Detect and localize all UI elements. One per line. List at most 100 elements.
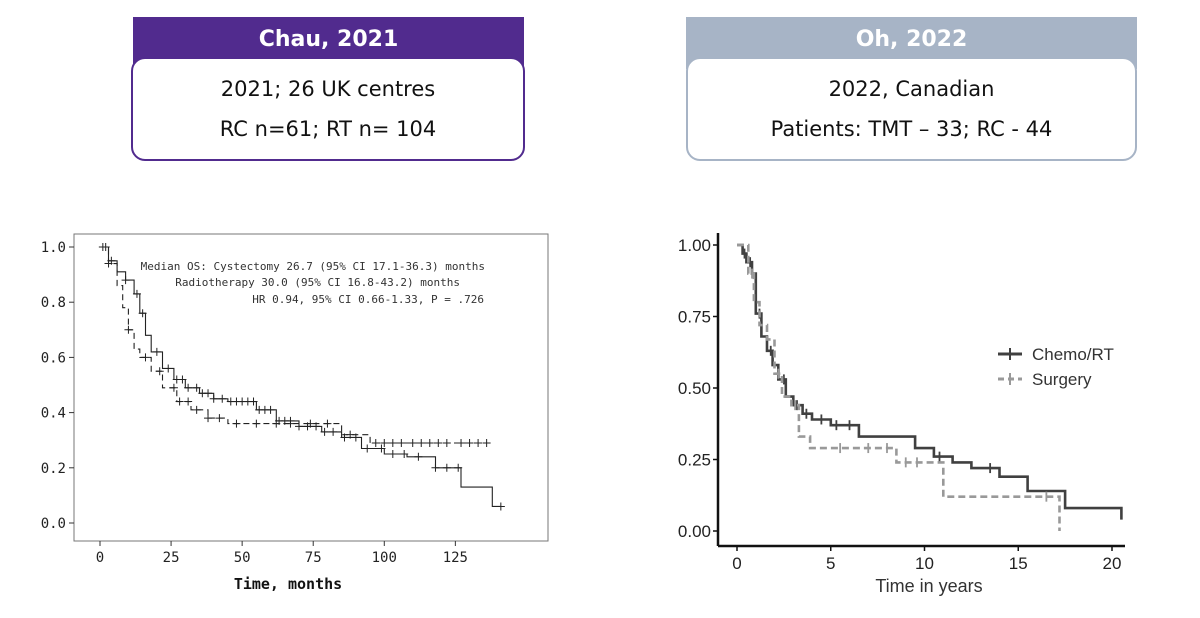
censor-mark xyxy=(141,353,150,362)
censor-mark xyxy=(371,438,380,447)
study-info-box-oh: 2022, Canadian Patients: TMT – 33; RC - … xyxy=(686,57,1137,161)
censor-mark xyxy=(363,444,372,453)
x-tick-label: 125 xyxy=(443,550,468,566)
censor-mark xyxy=(215,414,224,423)
x-axis-label: Time in years xyxy=(875,576,982,596)
censor-mark xyxy=(306,419,315,428)
x-tick-label: 0 xyxy=(732,554,741,573)
y-tick-label: 0.75 xyxy=(678,308,711,327)
censor-mark xyxy=(388,450,397,458)
censor-mark xyxy=(329,427,338,436)
censor-mark xyxy=(431,463,440,472)
censor-mark xyxy=(169,383,178,392)
censor-mark xyxy=(388,438,397,447)
censor-mark xyxy=(124,325,133,334)
y-tick-label: 0.25 xyxy=(678,451,711,470)
legend-label: Chemo/RT xyxy=(1032,345,1114,364)
annotation-text: HR 0.94, 95% CI 0.66-1.33, P = .726 xyxy=(252,293,484,306)
survival-curve xyxy=(737,243,1123,520)
censor-mark xyxy=(192,383,201,392)
annotation-text: Median OS: Cystectomy 26.7 (95% CI 17.1-… xyxy=(141,260,485,273)
x-tick-label: 25 xyxy=(163,550,180,566)
censor-mark xyxy=(408,438,417,447)
censor-mark xyxy=(138,309,147,318)
censor-mark xyxy=(218,394,227,403)
study-title: Oh, 2022 xyxy=(855,27,968,52)
y-tick-label: 0.0 xyxy=(41,516,66,532)
x-tick-label: 20 xyxy=(1103,554,1122,573)
censor-mark xyxy=(184,383,193,392)
censor-mark xyxy=(152,347,161,356)
x-tick-label: 0 xyxy=(96,550,104,566)
censor-mark xyxy=(184,397,193,406)
censor-mark xyxy=(266,405,275,414)
survival-curve xyxy=(737,243,1061,531)
censor-mark xyxy=(417,438,426,447)
y-tick-label: 0.00 xyxy=(678,522,711,541)
y-tick-label: 1.0 xyxy=(41,240,66,256)
series-cystectomy xyxy=(100,243,505,511)
x-tick-label: 15 xyxy=(1009,554,1028,573)
plot-frame xyxy=(73,233,549,542)
y-tick-label: 0.50 xyxy=(678,379,711,398)
censor-mark xyxy=(425,438,434,447)
annotation-text: Radiotherapy 30.0 (95% CI 16.8-43.2) mon… xyxy=(175,276,460,289)
censor-mark xyxy=(121,276,130,285)
legend-label: Surgery xyxy=(1032,370,1092,389)
censor-mark xyxy=(457,438,466,447)
x-tick-label: 50 xyxy=(234,550,251,566)
y-tick-label: 1.00 xyxy=(678,236,711,255)
x-tick-label: 10 xyxy=(915,554,934,573)
censor-mark xyxy=(164,364,173,373)
km-chart-chau: 0.0 0.2 0.4 0.6 0.8 1.0 0 25 50 75 100 125 Time, mon… xyxy=(41,233,549,593)
censor-mark xyxy=(434,438,443,447)
censor-mark xyxy=(442,438,451,447)
study-info-box-chau: 2021; 26 UK centres RC n=61; RT n= 104 xyxy=(131,57,525,161)
x-tick-label: 75 xyxy=(305,550,322,566)
censor-mark xyxy=(104,259,113,268)
study-title: Chau, 2021 xyxy=(258,27,399,52)
y-tick-label: 0.2 xyxy=(41,461,66,477)
censor-mark xyxy=(209,394,218,403)
study-line: RC n=61; RT n= 104 xyxy=(219,117,437,141)
censor-mark xyxy=(465,438,474,447)
study-line: 2022, Canadian xyxy=(828,77,995,101)
km-chart-oh: 0.00 0.25 0.50 0.75 1.00 0 5 10 15 20 Time in year… xyxy=(678,233,1125,596)
legend: Chemo/RT Surgery xyxy=(998,345,1114,389)
y-tick-label: 0.4 xyxy=(41,406,66,422)
censor-mark xyxy=(323,419,332,428)
censor-mark xyxy=(377,444,386,453)
censor-mark xyxy=(482,438,491,447)
censor-mark xyxy=(132,289,141,298)
censor-mark xyxy=(496,502,505,511)
censor-mark xyxy=(346,430,355,439)
censor-mark xyxy=(397,438,406,447)
censor-mark xyxy=(400,450,409,458)
y-tick-label: 0.6 xyxy=(41,350,66,366)
censor-mark xyxy=(454,463,463,472)
censor-mark xyxy=(204,389,213,398)
censor-mark xyxy=(320,427,329,436)
censor-mark xyxy=(252,419,261,428)
censor-mark xyxy=(175,397,184,406)
series-radiotherapy xyxy=(98,243,491,447)
censor-mark xyxy=(204,414,213,423)
censor-mark xyxy=(192,405,201,414)
censor-mark xyxy=(442,463,451,472)
censor-mark xyxy=(474,438,483,447)
censor-mark xyxy=(414,452,423,461)
series-surgery xyxy=(737,243,1061,531)
x-tick-label: 5 xyxy=(826,554,835,573)
study-line: 2021; 26 UK centres xyxy=(220,77,436,101)
series-chemo-rt xyxy=(737,243,1123,520)
x-axis-label: Time, months xyxy=(234,575,342,593)
censor-mark xyxy=(380,438,389,447)
censor-mark xyxy=(155,367,164,376)
censor-mark xyxy=(98,243,107,251)
censor-mark xyxy=(232,419,241,428)
censor-mark xyxy=(272,419,281,428)
study-line: Patients: TMT – 33; RC - 44 xyxy=(770,117,1053,141)
x-tick-label: 100 xyxy=(372,550,397,566)
censor-mark xyxy=(286,419,295,428)
censor-mark xyxy=(178,375,187,384)
